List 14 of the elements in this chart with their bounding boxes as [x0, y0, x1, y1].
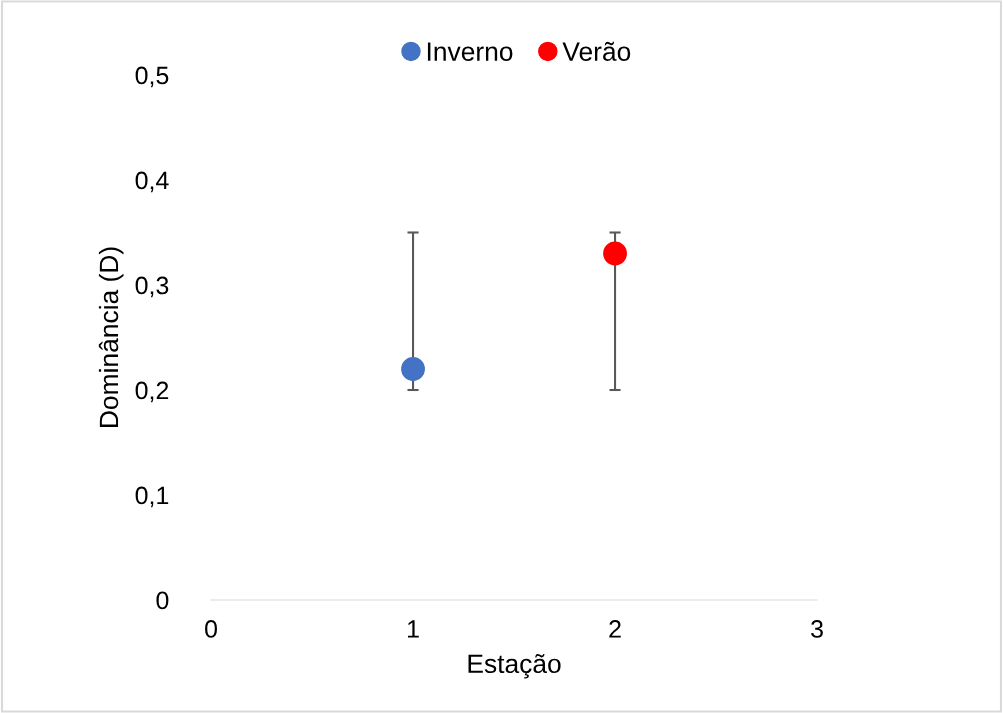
x-tick-label: 1 — [407, 620, 419, 638]
x-tick-label: 0 — [205, 620, 218, 638]
legend-label: Verão — [562, 41, 631, 61]
x-tick-label: 2 — [609, 620, 621, 638]
y-tick-label: 0,2 — [135, 381, 169, 403]
y-axis-title: Dominância (D) — [98, 247, 124, 427]
y-tick-label: 0,1 — [135, 486, 169, 508]
y-tick-label: 0 — [156, 591, 169, 610]
x-tick-label: 3 — [811, 620, 823, 638]
y-tick-label: 0,5 — [135, 66, 169, 88]
y-tick-label: 0,3 — [135, 276, 169, 298]
y-tick-label: 0,4 — [135, 171, 169, 193]
x-axis-title: Estação — [468, 653, 561, 679]
legend-label: Inverno — [427, 42, 513, 61]
